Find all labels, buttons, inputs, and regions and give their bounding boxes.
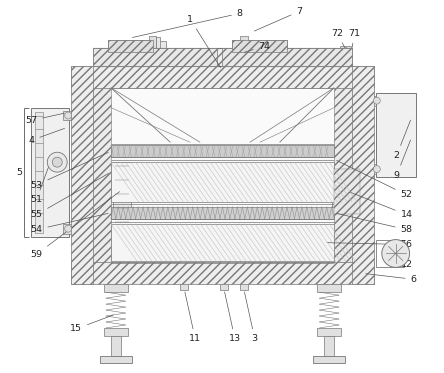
Text: 6: 6 bbox=[366, 274, 416, 284]
Bar bbox=[366, 164, 376, 174]
Text: 12: 12 bbox=[396, 254, 412, 269]
Text: 9: 9 bbox=[394, 140, 411, 179]
Text: 52: 52 bbox=[337, 160, 412, 200]
Text: 57: 57 bbox=[25, 113, 64, 125]
Bar bbox=[149, 36, 156, 56]
Bar bbox=[324, 336, 334, 356]
Bar bbox=[111, 224, 334, 261]
Bar bbox=[93, 48, 217, 66]
Text: 58: 58 bbox=[337, 213, 412, 234]
Bar bbox=[376, 239, 404, 267]
Bar bbox=[111, 162, 334, 202]
Text: 55: 55 bbox=[30, 173, 108, 219]
Bar bbox=[111, 207, 334, 219]
Bar bbox=[71, 66, 93, 284]
Text: 51: 51 bbox=[30, 165, 49, 204]
Text: 2: 2 bbox=[394, 120, 411, 160]
Bar bbox=[111, 145, 334, 157]
Bar bbox=[71, 263, 374, 284]
Bar bbox=[156, 41, 166, 50]
Text: 53: 53 bbox=[30, 153, 108, 189]
Circle shape bbox=[65, 225, 71, 232]
Bar bbox=[156, 37, 160, 55]
Bar bbox=[202, 260, 242, 269]
Text: 13: 13 bbox=[225, 292, 241, 344]
Bar bbox=[108, 40, 153, 52]
Bar bbox=[63, 110, 73, 120]
Bar bbox=[107, 209, 113, 215]
Circle shape bbox=[373, 97, 381, 104]
Bar bbox=[111, 336, 121, 356]
Bar bbox=[352, 66, 374, 284]
Text: 5: 5 bbox=[16, 167, 23, 176]
Bar bbox=[240, 36, 248, 56]
Bar bbox=[340, 46, 345, 56]
Text: 56: 56 bbox=[327, 240, 412, 249]
Bar bbox=[100, 356, 132, 363]
Bar bbox=[232, 40, 286, 52]
Bar bbox=[113, 162, 131, 219]
Bar bbox=[69, 113, 71, 119]
Bar bbox=[334, 169, 360, 214]
Circle shape bbox=[373, 166, 381, 173]
Text: 4: 4 bbox=[28, 128, 64, 145]
Bar bbox=[93, 88, 111, 263]
Bar bbox=[220, 260, 228, 290]
Circle shape bbox=[48, 152, 67, 172]
Text: 59: 59 bbox=[30, 192, 119, 259]
Text: 3: 3 bbox=[245, 292, 258, 344]
Circle shape bbox=[52, 157, 62, 167]
Bar bbox=[180, 260, 188, 290]
Bar bbox=[334, 88, 352, 263]
Bar bbox=[313, 356, 345, 363]
Bar bbox=[32, 107, 69, 236]
Bar bbox=[71, 66, 374, 88]
Bar bbox=[317, 328, 341, 336]
Text: 11: 11 bbox=[185, 292, 201, 344]
Bar bbox=[332, 167, 362, 216]
Bar bbox=[240, 260, 248, 290]
Text: 7: 7 bbox=[254, 7, 302, 31]
Bar bbox=[232, 40, 286, 52]
Text: 8: 8 bbox=[132, 9, 243, 38]
Text: 72: 72 bbox=[331, 29, 345, 48]
Bar bbox=[93, 88, 352, 263]
Bar bbox=[107, 172, 113, 178]
Bar bbox=[317, 284, 341, 292]
Bar bbox=[376, 93, 416, 177]
Circle shape bbox=[65, 112, 71, 119]
Bar bbox=[111, 263, 334, 266]
Bar bbox=[108, 40, 153, 52]
Circle shape bbox=[382, 239, 410, 267]
Bar bbox=[104, 328, 128, 336]
Bar bbox=[36, 112, 44, 233]
Bar bbox=[93, 48, 352, 66]
Bar bbox=[63, 224, 73, 233]
Bar bbox=[366, 96, 376, 106]
Bar bbox=[69, 226, 71, 232]
Text: 54: 54 bbox=[30, 213, 108, 234]
Text: 71: 71 bbox=[348, 29, 360, 47]
Bar bbox=[346, 46, 351, 56]
Text: 15: 15 bbox=[70, 315, 113, 333]
Bar bbox=[222, 48, 352, 66]
Text: 74: 74 bbox=[245, 41, 271, 52]
Text: 14: 14 bbox=[349, 192, 412, 219]
Text: 1: 1 bbox=[187, 15, 221, 68]
Bar bbox=[104, 284, 128, 292]
